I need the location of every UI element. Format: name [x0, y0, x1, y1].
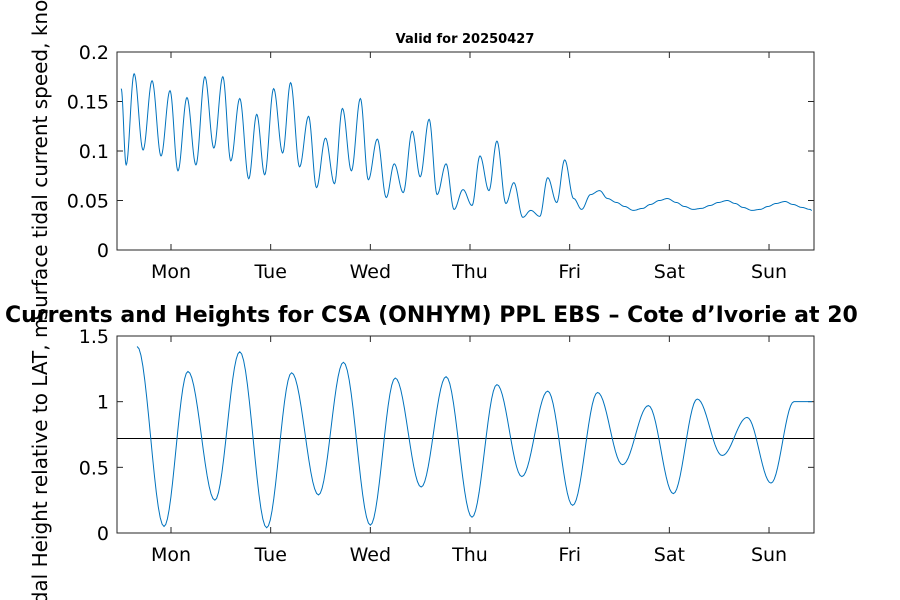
current-speed-x-tick-label: Sat [654, 261, 685, 283]
tidal-height-y-tick-label: 1 [97, 392, 109, 414]
current-speed-x-tick-label: Mon [151, 261, 191, 283]
current-speed-y-axis-label: Surface tidal current speed, knots [28, 0, 52, 321]
tidal-height-panel: Currents and Heights for CSA (ONHYM) PPL… [5, 303, 858, 600]
tidal-height-y-tick-label: 0.5 [79, 457, 109, 479]
current-speed-y-tick-label: 0.2 [79, 42, 109, 64]
current-speed-x-tick-label: Thu [451, 261, 488, 283]
current-speed-panel: Valid for 20250427 Surface tidal current… [28, 0, 815, 321]
current-speed-series-line [120, 72, 812, 218]
current-speed-x-ticks: Mon Tue Wed Thu Fri Sat Sun [151, 52, 787, 283]
tidal-height-y-tick-label: 0 [97, 523, 109, 545]
current-speed-x-tick-label: Fri [558, 261, 581, 283]
tidal-height-x-ticks: Mon Tue Wed Thu Fri Sat Sun [151, 336, 787, 566]
tidal-height-series-line [136, 346, 812, 529]
tidal-height-x-tick-label: Wed [350, 544, 391, 566]
current-speed-y-ticks: 0 0.05 0.1 0.15 0.2 [67, 42, 814, 262]
tidal-height-y-axis-label: Tidal Height relative to LAT, m [28, 319, 52, 600]
current-speed-x-tick-label: Wed [350, 261, 391, 283]
current-speed-x-tick-label: Tue [253, 261, 286, 283]
tidal-height-x-tick-label: Tue [253, 544, 286, 566]
tidal-height-plot-area [116, 335, 815, 534]
current-speed-y-tick-label: 0 [97, 240, 109, 262]
current-speed-x-tick-label: Sun [751, 261, 787, 283]
tidal-height-x-tick-label: Sun [751, 544, 787, 566]
current-speed-y-tick-label: 0.05 [67, 191, 109, 213]
tidal-height-x-tick-label: Sat [654, 544, 685, 566]
tidal-height-title: Currents and Heights for CSA (ONHYM) PPL… [5, 303, 858, 328]
current-speed-title: Valid for 20250427 [396, 32, 535, 47]
tidal-height-x-tick-label: Mon [151, 544, 191, 566]
current-speed-y-tick-label: 0.1 [79, 141, 109, 163]
tidal-height-x-tick-label: Thu [451, 544, 488, 566]
tidal-height-y-tick-label: 1.5 [79, 326, 109, 348]
tidal-height-x-tick-label: Fri [558, 544, 581, 566]
current-speed-y-tick-label: 0.15 [67, 92, 109, 114]
tidal-height-y-ticks: 0 0.5 1 1.5 [79, 326, 814, 545]
